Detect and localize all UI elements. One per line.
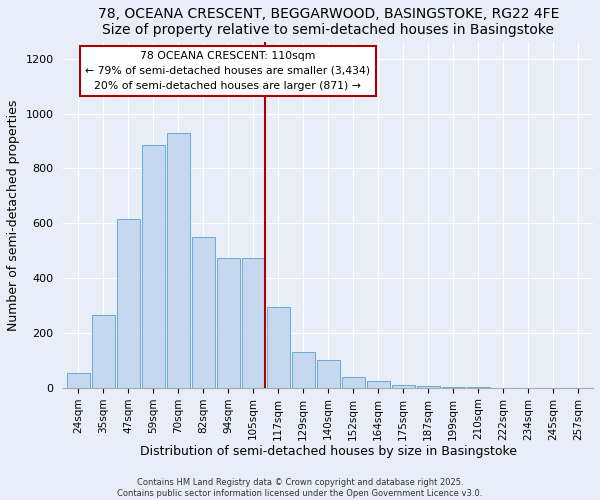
Bar [242,258,265,388]
X-axis label: Distribution of semi-detached houses by size in Basingstoke: Distribution of semi-detached houses by … [140,445,517,458]
Bar [341,376,365,388]
Bar [117,219,140,388]
Bar [317,360,340,388]
Bar [267,307,290,388]
Bar [217,258,240,388]
Text: Contains HM Land Registry data © Crown copyright and database right 2025.
Contai: Contains HM Land Registry data © Crown c… [118,478,482,498]
Bar [416,386,440,388]
Bar [67,372,90,388]
Bar [92,315,115,388]
Bar [442,387,464,388]
Bar [192,237,215,388]
Title: 78, OCEANA CRESCENT, BEGGARWOOD, BASINGSTOKE, RG22 4FE
Size of property relative: 78, OCEANA CRESCENT, BEGGARWOOD, BASINGS… [98,7,559,37]
Bar [292,352,315,388]
Bar [392,385,415,388]
Y-axis label: Number of semi-detached properties: Number of semi-detached properties [7,100,20,331]
Bar [167,133,190,388]
Text: 78 OCEANA CRESCENT: 110sqm
← 79% of semi-detached houses are smaller (3,434)
20%: 78 OCEANA CRESCENT: 110sqm ← 79% of semi… [85,51,370,90]
Bar [367,381,389,388]
Bar [142,145,165,388]
